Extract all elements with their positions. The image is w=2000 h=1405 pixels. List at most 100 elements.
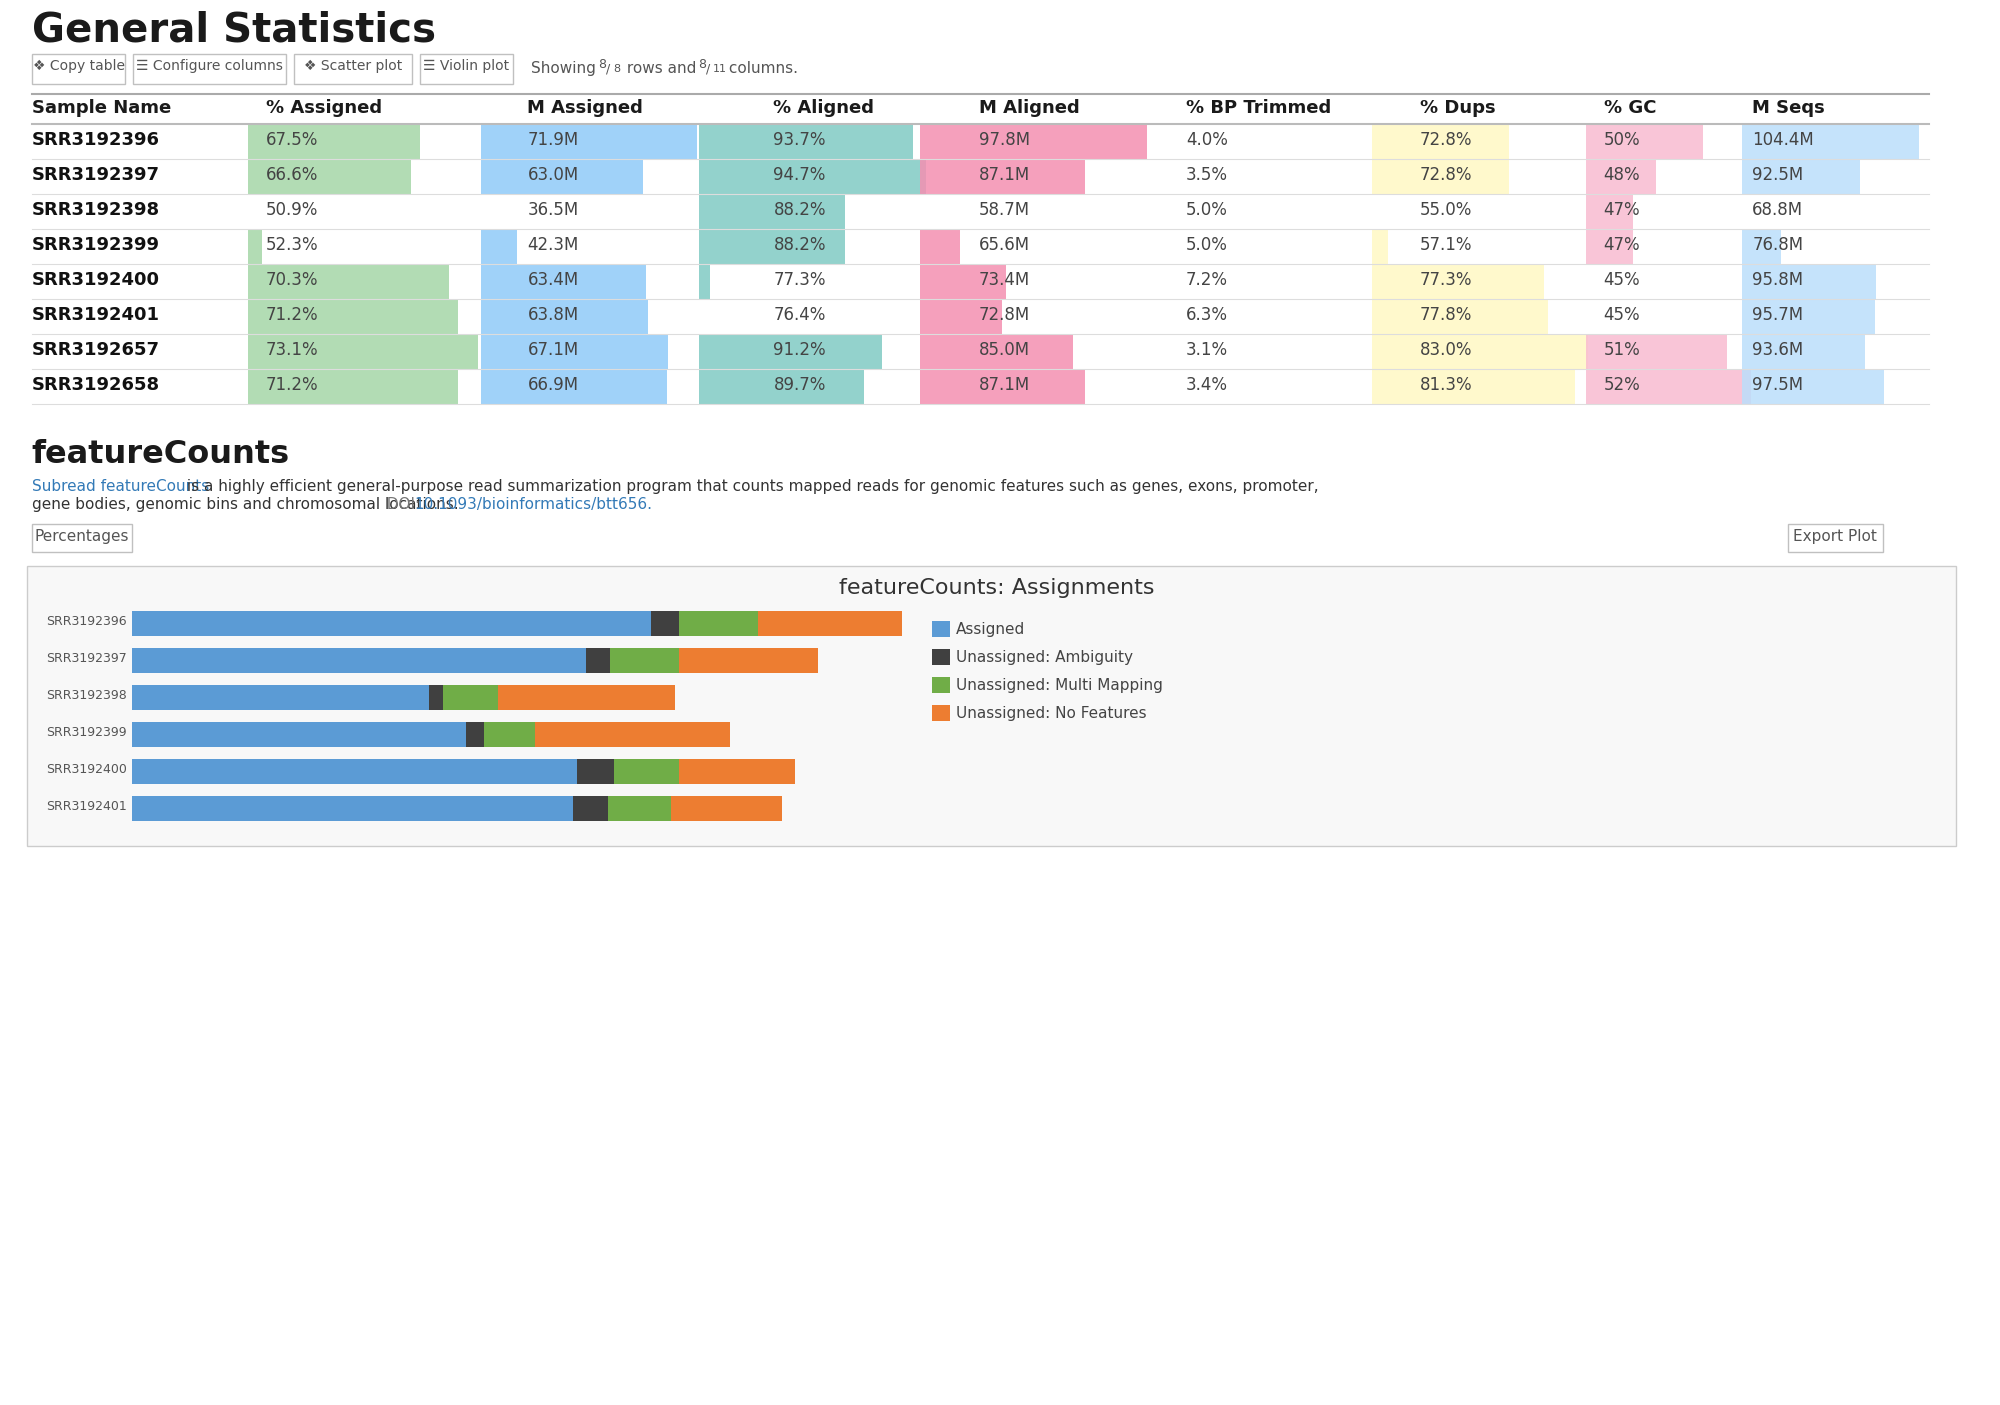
Text: 7.2%: 7.2% <box>1186 271 1228 288</box>
Text: 8: 8 <box>698 58 706 72</box>
Text: % Dups: % Dups <box>1420 98 1496 117</box>
Text: 72.8%: 72.8% <box>1420 131 1472 149</box>
Bar <box>482 264 646 299</box>
Text: 94.7%: 94.7% <box>774 166 826 184</box>
Bar <box>1586 159 1656 194</box>
Bar <box>26 566 1956 846</box>
Bar <box>132 611 652 635</box>
Text: 45%: 45% <box>1604 305 1640 323</box>
Text: 65.6M: 65.6M <box>978 236 1030 253</box>
Bar <box>700 368 864 403</box>
Text: Sample Name: Sample Name <box>32 98 172 117</box>
Text: 95.8M: 95.8M <box>1752 271 1804 288</box>
Bar <box>920 264 1006 299</box>
Text: 76.8M: 76.8M <box>1752 236 1804 253</box>
Text: featureCounts: featureCounts <box>32 438 290 469</box>
Text: 11: 11 <box>714 65 728 74</box>
Text: Percentages: Percentages <box>34 528 130 544</box>
Text: 88.2%: 88.2% <box>774 236 826 253</box>
Text: 68.8M: 68.8M <box>1752 201 1804 219</box>
Bar <box>420 53 514 83</box>
Text: 72.8%: 72.8% <box>1420 166 1472 184</box>
Text: 91.2%: 91.2% <box>774 340 826 358</box>
Bar <box>1742 264 1876 299</box>
Text: 67.5%: 67.5% <box>266 131 318 149</box>
Text: rows and: rows and <box>622 60 702 76</box>
Text: gene bodies, genomic bins and chromosomal locations.: gene bodies, genomic bins and chromosoma… <box>32 496 458 511</box>
Bar <box>932 621 950 636</box>
Text: 81.3%: 81.3% <box>1420 375 1472 393</box>
Bar <box>1742 124 1918 159</box>
Text: 95.7M: 95.7M <box>1752 305 1804 323</box>
Bar <box>1586 368 1750 403</box>
Bar <box>132 648 586 673</box>
Text: featureCounts: Assignments: featureCounts: Assignments <box>838 577 1154 597</box>
Text: 71.2%: 71.2% <box>266 375 318 393</box>
Text: 8: 8 <box>598 58 606 72</box>
Bar <box>1586 333 1728 368</box>
Bar <box>536 722 730 746</box>
Text: 45%: 45% <box>1604 271 1640 288</box>
Bar <box>132 722 466 746</box>
Text: 67.1M: 67.1M <box>528 340 578 358</box>
Text: 87.1M: 87.1M <box>978 375 1030 393</box>
Text: 50%: 50% <box>1604 131 1640 149</box>
Text: 3.4%: 3.4% <box>1186 375 1228 393</box>
Text: is a highly efficient general-purpose read summarization program that counts map: is a highly efficient general-purpose re… <box>182 479 1318 493</box>
Bar <box>920 299 1002 333</box>
Bar <box>932 677 950 693</box>
Bar <box>1586 229 1632 264</box>
Text: M Seqs: M Seqs <box>1752 98 1826 117</box>
Bar <box>700 264 710 299</box>
Text: Unassigned: No Features: Unassigned: No Features <box>956 705 1146 721</box>
Bar <box>134 53 286 83</box>
Bar <box>758 611 902 635</box>
Bar <box>32 524 132 552</box>
Bar <box>1586 194 1632 229</box>
Text: 42.3M: 42.3M <box>528 236 578 253</box>
Bar <box>614 759 680 784</box>
Text: 97.5M: 97.5M <box>1752 375 1804 393</box>
Bar <box>132 684 428 710</box>
Text: % GC: % GC <box>1604 98 1656 117</box>
Text: % Aligned: % Aligned <box>774 98 874 117</box>
Bar <box>498 684 674 710</box>
Text: SRR3192396: SRR3192396 <box>46 614 126 628</box>
Text: 4.0%: 4.0% <box>1186 131 1228 149</box>
Text: 63.4M: 63.4M <box>528 271 578 288</box>
Text: 3.5%: 3.5% <box>1186 166 1228 184</box>
Bar <box>248 124 420 159</box>
Bar <box>1742 299 1876 333</box>
Text: 52.3%: 52.3% <box>266 236 318 253</box>
Text: SRR3192396: SRR3192396 <box>32 131 160 149</box>
Bar <box>482 299 648 333</box>
Bar <box>248 368 458 403</box>
Text: 8: 8 <box>614 65 620 74</box>
Bar <box>1742 333 1864 368</box>
Bar <box>700 194 846 229</box>
Bar <box>482 124 698 159</box>
Bar <box>1586 124 1704 159</box>
Text: 70.3%: 70.3% <box>266 271 318 288</box>
Text: 88.2%: 88.2% <box>774 201 826 219</box>
Text: SRR3192657: SRR3192657 <box>32 340 160 358</box>
Text: 85.0M: 85.0M <box>978 340 1030 358</box>
Text: 52%: 52% <box>1604 375 1640 393</box>
Text: SRR3192399: SRR3192399 <box>46 725 126 739</box>
Text: 89.7%: 89.7% <box>774 375 826 393</box>
Text: 66.9M: 66.9M <box>528 375 578 393</box>
Bar <box>920 229 960 264</box>
Bar <box>248 264 448 299</box>
Text: 71.9M: 71.9M <box>528 131 578 149</box>
Text: /: / <box>606 62 610 74</box>
Bar <box>700 159 926 194</box>
Text: 73.4M: 73.4M <box>978 271 1030 288</box>
Text: 51%: 51% <box>1604 340 1640 358</box>
Text: 93.7%: 93.7% <box>774 131 826 149</box>
Text: 77.3%: 77.3% <box>774 271 826 288</box>
Text: % BP Trimmed: % BP Trimmed <box>1186 98 1332 117</box>
Bar <box>1372 333 1588 368</box>
Bar <box>442 684 498 710</box>
Bar <box>920 159 1084 194</box>
Text: 57.1%: 57.1% <box>1420 236 1472 253</box>
